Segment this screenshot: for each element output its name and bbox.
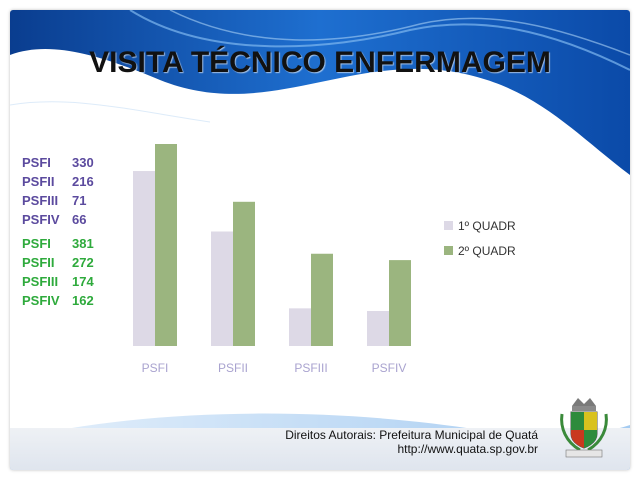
stats-quadrimester-2: PSFI 381 PSFII 272 PSFIII 174 PSFIV 162 — [22, 234, 94, 310]
bar-psfiii-series-2 — [311, 253, 333, 346]
legend-swatch — [444, 246, 453, 255]
bar-chart: PSFI PSFII PSFIII PSFIV 1º QUADR 2º QUADR — [133, 144, 516, 375]
slide: VISITA TÉCNICO ENFERMAGEM PSFI 330 PSFII 2… — [10, 10, 630, 470]
stat-value: 272 — [72, 255, 94, 270]
stat-label: PSFII — [22, 174, 55, 189]
copyright-text: Direitos Autorais: Prefeitura Municipal … — [285, 428, 538, 442]
x-tick-label: PSFIV — [372, 361, 407, 375]
stat-row: PSFI 381 — [22, 234, 94, 253]
bar-psfiv-series-2 — [389, 260, 411, 346]
stat-row: PSFI 330 — [22, 153, 94, 172]
stat-value: 174 — [72, 274, 94, 289]
stat-label: PSFII — [22, 255, 55, 270]
x-tick-label: PSFI — [142, 361, 169, 375]
municipal-crest-icon — [560, 398, 608, 458]
legend-swatch — [444, 221, 453, 230]
bar-psfi-series-1 — [133, 171, 155, 346]
stat-label: PSFIV — [22, 293, 60, 308]
stat-row: PSFIII 174 — [22, 272, 94, 291]
stat-value: 66 — [72, 212, 87, 227]
bar-psfiii-series-1 — [289, 308, 311, 346]
legend-label: 2º QUADR — [458, 244, 516, 258]
stat-label: PSFIII — [22, 274, 59, 289]
stat-row: PSFII 272 — [22, 253, 94, 272]
stat-value: 381 — [72, 236, 94, 251]
x-tick-label: PSFIII — [294, 361, 327, 375]
stat-row: PSFIII 71 — [22, 191, 94, 210]
bar-psfi-series-2 — [155, 144, 177, 346]
footer-band — [10, 428, 630, 470]
stat-row: PSFIV 162 — [22, 291, 94, 310]
bar-psfiv-series-1 — [367, 311, 389, 346]
legend-label: 1º QUADR — [458, 219, 516, 233]
stat-value: 71 — [72, 193, 87, 208]
website-link[interactable]: http://www.quata.sp.gov.br — [397, 442, 538, 456]
x-tick-label: PSFII — [218, 361, 248, 375]
stat-row: PSFIV 66 — [22, 210, 94, 229]
stat-value: 216 — [72, 174, 94, 189]
bar-psfii-series-1 — [211, 231, 233, 346]
stat-row: PSFII 216 — [22, 172, 94, 191]
stats-quadrimester-1: PSFI 330 PSFII 216 PSFIII 71 PSFIV 66 — [22, 153, 94, 229]
stat-label: PSFI — [22, 236, 51, 251]
stat-label: PSFIV — [22, 212, 60, 227]
stat-label: PSFIII — [22, 193, 59, 208]
bar-psfii-series-2 — [233, 201, 255, 346]
stat-value: 330 — [72, 155, 94, 170]
stat-label: PSFI — [22, 155, 51, 170]
slide-title: VISITA TÉCNICO ENFERMAGEM — [89, 46, 551, 79]
stat-value: 162 — [72, 293, 94, 308]
footer: Direitos Autorais: Prefeitura Municipal … — [285, 428, 538, 456]
